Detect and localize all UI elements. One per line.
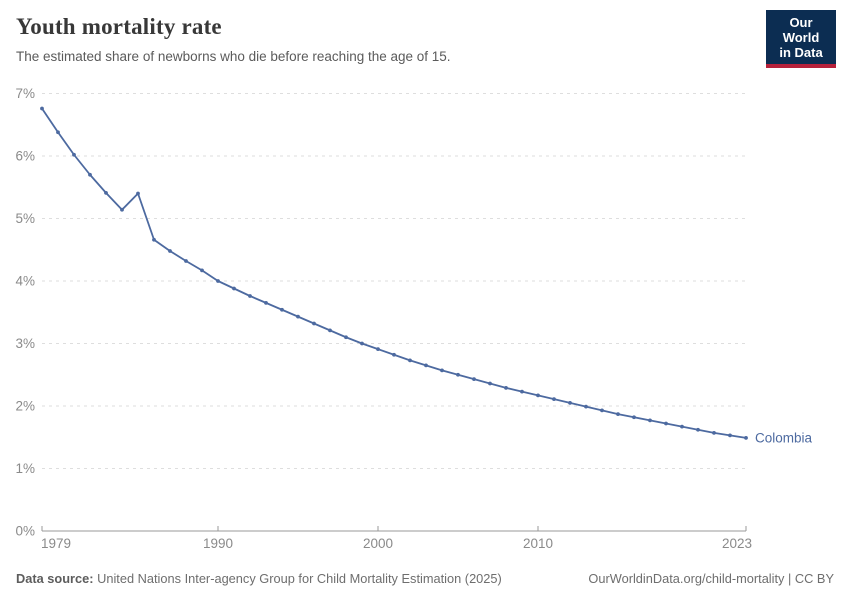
- x-tick-label-2000: 2000: [363, 536, 393, 551]
- x-tick-label-1979: 1979: [41, 536, 71, 551]
- data-point-2003[interactable]: [424, 363, 428, 368]
- data-point-1985[interactable]: [136, 191, 140, 196]
- data-point-1987[interactable]: [168, 249, 172, 253]
- logo-line1: Our World: [782, 15, 820, 45]
- data-point-2006[interactable]: [472, 377, 476, 382]
- data-point-2007[interactable]: [488, 381, 492, 386]
- data-point-2023[interactable]: [744, 435, 748, 440]
- header: Youth mortality rate The estimated share…: [16, 14, 834, 64]
- data-point-2009[interactable]: [520, 389, 524, 394]
- data-point-2011[interactable]: [552, 397, 556, 402]
- data-point-2010[interactable]: [536, 393, 540, 398]
- logo-line2: in Data: [779, 45, 823, 60]
- data-point-2012[interactable]: [568, 400, 572, 405]
- y-tick-label-4%: 4%: [15, 274, 35, 289]
- data-point-2002[interactable]: [408, 358, 412, 363]
- data-point-2018[interactable]: [664, 421, 668, 426]
- data-point-1991[interactable]: [232, 286, 236, 291]
- data-point-1981[interactable]: [72, 152, 76, 157]
- data-point-1984[interactable]: [120, 207, 124, 212]
- data-line-Colombia: [41, 107, 747, 439]
- data-point-2022[interactable]: [728, 433, 732, 438]
- datasource-label: Data source:: [16, 571, 94, 586]
- data-point-1986[interactable]: [152, 237, 156, 242]
- footer: Data source: United Nations Inter-agency…: [16, 571, 834, 586]
- data-point-2021[interactable]: [712, 430, 716, 435]
- data-point-1997[interactable]: [328, 328, 332, 333]
- data-point-2019[interactable]: [680, 424, 684, 429]
- data-point-2001[interactable]: [392, 352, 396, 357]
- x-tick-label-2010: 2010: [523, 536, 553, 551]
- data-point-1998[interactable]: [344, 335, 348, 340]
- data-point-2016[interactable]: [632, 415, 636, 420]
- data-point-2013[interactable]: [584, 404, 588, 409]
- y-tick-label-2%: 2%: [15, 399, 35, 414]
- data-point-1995[interactable]: [296, 314, 300, 319]
- data-point-2017[interactable]: [648, 418, 652, 423]
- data-point-2015[interactable]: [616, 412, 620, 417]
- data-point-1999[interactable]: [360, 341, 364, 346]
- data-point-1992[interactable]: [248, 294, 252, 298]
- data-point-1989[interactable]: [200, 268, 204, 273]
- data-point-2020[interactable]: [696, 427, 700, 432]
- entity-label: Colombia: [755, 430, 813, 445]
- y-tick-label-3%: 3%: [15, 336, 35, 351]
- chart-title: Youth mortality rate: [16, 14, 222, 39]
- owid-logo: Our World in Data: [766, 10, 836, 68]
- data-point-1980[interactable]: [56, 130, 60, 135]
- data-point-2000[interactable]: [376, 347, 380, 352]
- datasource-value: United Nations Inter-agency Group for Ch…: [97, 571, 502, 586]
- data-point-2004[interactable]: [440, 368, 444, 373]
- data-point-2005[interactable]: [456, 372, 460, 377]
- y-tick-label-1%: 1%: [15, 461, 35, 476]
- datasource-text: Data source: United Nations Inter-agency…: [16, 571, 502, 586]
- data-point-1996[interactable]: [312, 321, 316, 326]
- chart-subtitle: The estimated share of newborns who die …: [16, 49, 451, 64]
- data-point-1994[interactable]: [280, 307, 284, 312]
- y-tick-label-7%: 7%: [15, 86, 35, 101]
- data-point-2014[interactable]: [600, 408, 604, 413]
- data-point-1983[interactable]: [104, 190, 108, 195]
- y-tick-label-6%: 6%: [15, 149, 35, 164]
- data-point-1982[interactable]: [88, 172, 92, 177]
- x-tick-label-2023: 2023: [722, 536, 752, 551]
- data-point-1993[interactable]: [264, 300, 268, 305]
- x-tick-label-1990: 1990: [203, 536, 233, 551]
- data-point-1990[interactable]: [216, 279, 220, 283]
- data-point-1988[interactable]: [184, 259, 188, 263]
- y-tick-label-5%: 5%: [15, 211, 35, 226]
- data-point-2008[interactable]: [504, 385, 508, 390]
- y-tick-label-0%: 0%: [15, 524, 35, 539]
- data-point-1979[interactable]: [40, 106, 44, 111]
- footer-link[interactable]: OurWorldinData.org/child-mortality | CC …: [588, 571, 834, 586]
